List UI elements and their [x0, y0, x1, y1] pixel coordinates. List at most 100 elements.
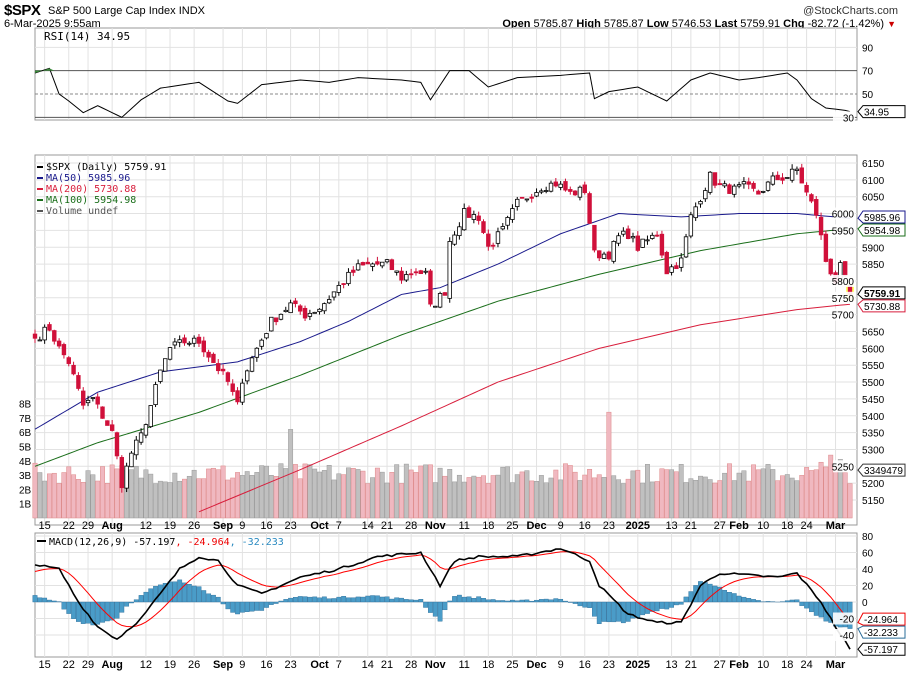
candle-body — [515, 198, 520, 208]
volume-bar — [201, 478, 207, 519]
candle-body — [259, 339, 264, 347]
volume-bar — [664, 469, 670, 519]
macd-histogram-bar — [630, 601, 636, 619]
volume-legend: Volume undef — [46, 206, 118, 217]
candle-body — [452, 234, 457, 245]
x-axis-date-label: Feb — [729, 520, 749, 532]
x-axis-date-label: Feb — [729, 659, 749, 671]
macd-histogram-bar — [563, 600, 568, 603]
candle-body — [413, 271, 419, 274]
rsi-value-tag-text: 34.95 — [864, 108, 889, 119]
macd-histogram-bar — [374, 595, 380, 603]
macd-histogram-bar — [659, 601, 665, 609]
macd-histogram-bar — [688, 591, 694, 603]
candle-body — [105, 420, 110, 426]
macd-histogram-bar — [225, 601, 231, 610]
macd-histogram-bar — [727, 592, 732, 603]
macd-histogram-bar — [809, 601, 814, 613]
candle-body — [81, 390, 86, 406]
candle-body — [158, 369, 163, 382]
volume-bar — [336, 473, 342, 519]
macd-histogram-bar — [201, 590, 207, 603]
candle-body — [842, 261, 848, 277]
macd-tick-label: 40 — [862, 565, 874, 576]
macd-histogram-bar — [182, 582, 187, 603]
candle-body — [134, 439, 139, 456]
volume-value-tag — [857, 463, 906, 477]
x-axis-date-label: 18 — [781, 659, 793, 671]
macd-histogram-bar — [476, 596, 482, 603]
volume-bar — [466, 477, 472, 519]
candle-body — [187, 342, 192, 345]
panel-frame — [34, 27, 858, 121]
volume-bar — [654, 481, 660, 519]
candle-body — [182, 337, 187, 344]
candle-body — [201, 340, 206, 353]
macd-histogram-bar — [640, 601, 646, 616]
macd-histogram-bar — [741, 596, 747, 603]
volume-bar — [389, 472, 395, 519]
x-axis-date-label: 16 — [579, 659, 591, 671]
rsi-tick-label: 70 — [862, 67, 874, 78]
volume-bar — [51, 472, 57, 519]
volume-bar — [104, 483, 110, 519]
candle-body — [177, 339, 182, 343]
volume-bar — [249, 475, 255, 519]
last-price-tag-text: 5759.91 — [864, 289, 901, 300]
volume-bar — [374, 467, 380, 519]
macd-histogram-bar — [731, 593, 737, 603]
price-tick-label: 5450 — [862, 395, 885, 406]
volume-bar — [138, 477, 144, 519]
candle-body — [592, 224, 597, 251]
brand[interactable]: @StockCharts.com — [803, 5, 898, 17]
candle-body — [505, 217, 510, 226]
x-axis-date-label: Dec — [526, 520, 546, 532]
volume-bar — [37, 472, 43, 519]
volume-bar — [563, 463, 568, 519]
volume-bar — [717, 480, 723, 519]
candle-body — [380, 261, 385, 267]
moving-average-line — [34, 213, 851, 430]
candle-body — [278, 313, 284, 320]
candle-body — [775, 174, 780, 181]
rsi-tick-label-bg — [833, 111, 855, 124]
macd-histogram-bar — [138, 595, 144, 603]
macd-histogram-bar — [235, 601, 240, 615]
x-axis-date-label: 9 — [239, 659, 245, 671]
macd-histogram-bar — [389, 598, 395, 603]
macd-histogram-bar — [312, 596, 318, 603]
volume-bar — [818, 461, 824, 519]
candle-body — [191, 337, 197, 344]
macd-histogram-bar — [529, 600, 535, 603]
x-axis-date-label: 11 — [458, 520, 469, 532]
macd-histogram-bar — [143, 591, 149, 603]
volume-bar — [321, 470, 327, 519]
price-tick-label: 5550 — [862, 361, 885, 372]
volume-bar — [100, 466, 105, 519]
macd-histogram-bar — [442, 601, 448, 611]
candle-body — [481, 221, 486, 233]
candle-body — [462, 208, 467, 231]
volume-bar — [567, 465, 573, 519]
candle-body — [351, 269, 356, 273]
candle-body — [814, 199, 819, 216]
macd-histogram-bar — [447, 600, 453, 603]
candle-body — [264, 333, 269, 339]
candle-body — [688, 214, 694, 237]
volume-bar — [326, 465, 332, 519]
candle-body — [466, 207, 472, 218]
x-axis-date-label: 21 — [381, 659, 393, 671]
volume-tick-label: 7B — [19, 414, 32, 425]
candle-body — [220, 368, 226, 372]
macd-histogram-bar — [611, 601, 617, 623]
macd-histogram-bar — [114, 601, 120, 619]
macd-histogram-bar — [505, 600, 511, 603]
candle-body — [804, 184, 809, 193]
x-axis-date-label: 2025 — [626, 520, 650, 532]
low-value: 5746.53 — [671, 18, 712, 30]
candle-body — [163, 358, 168, 372]
macd-histogram-bar — [481, 598, 486, 603]
volume-tick-label: 4B — [19, 457, 32, 468]
candle-body — [471, 214, 477, 220]
